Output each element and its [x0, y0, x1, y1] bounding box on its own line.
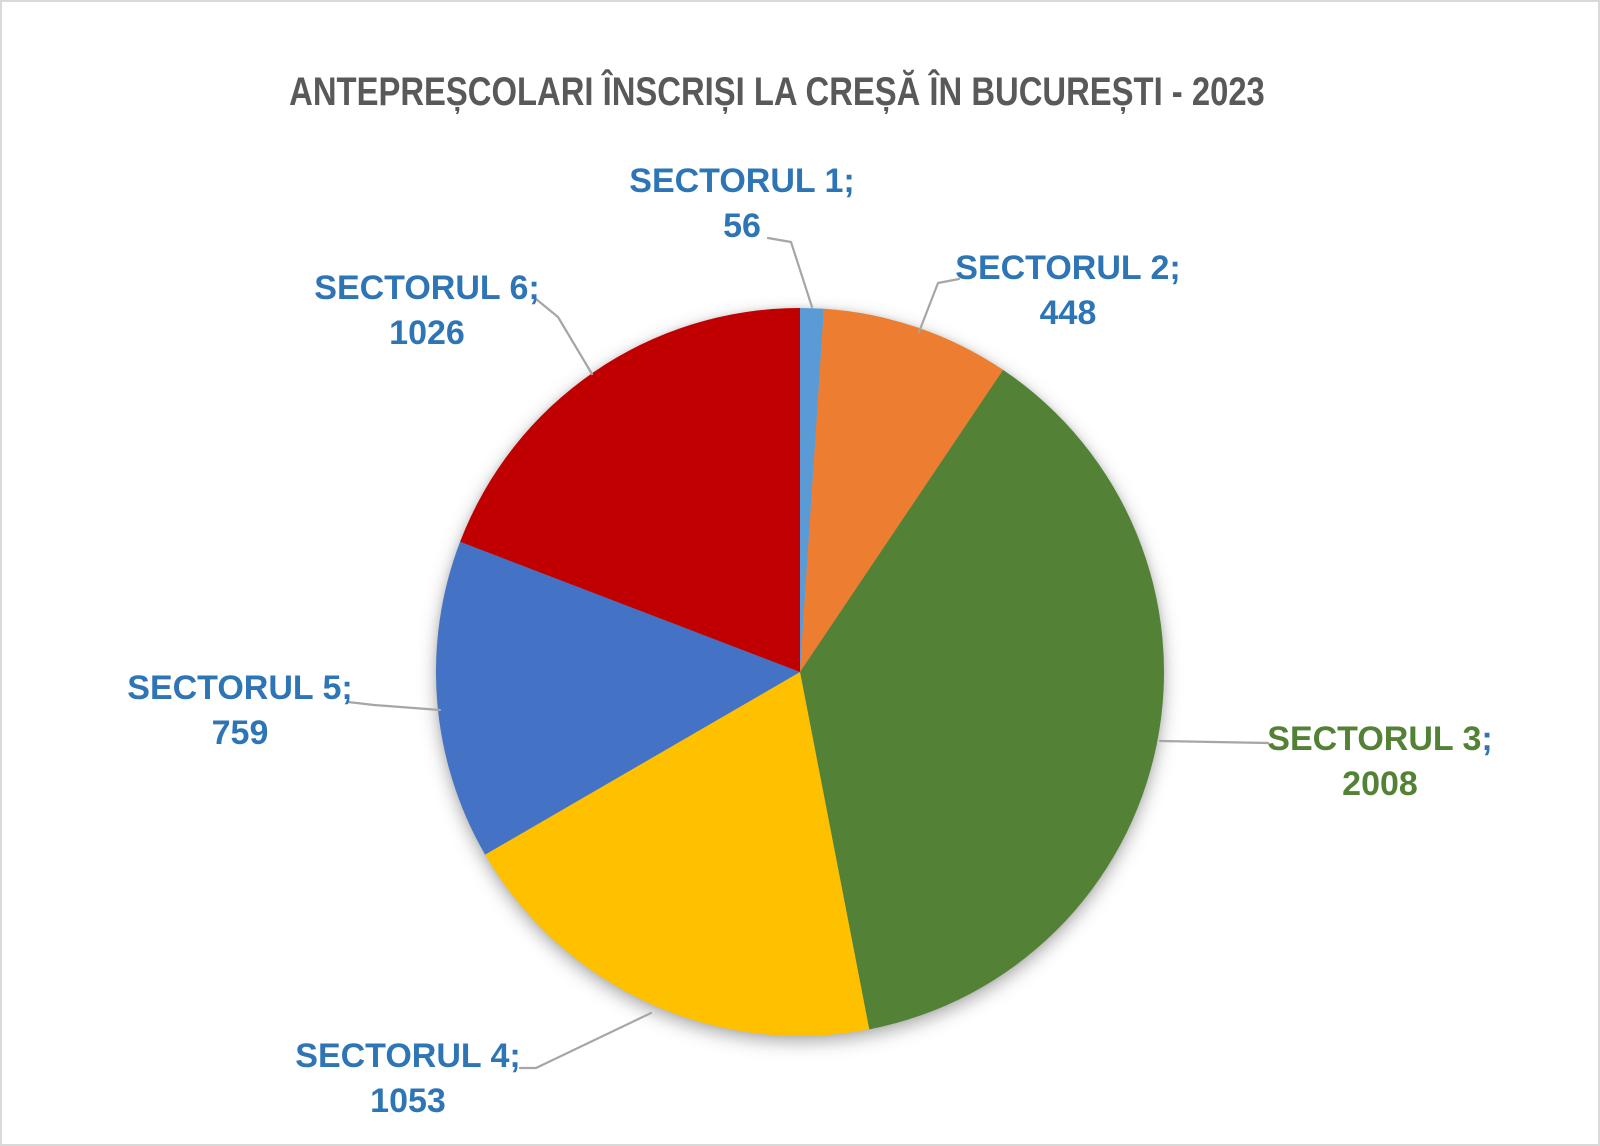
data-label-name: SECTORUL 3; — [1267, 720, 1493, 758]
label-separator: ; — [843, 162, 855, 200]
pie-slice-sectorul-2 — [800, 308, 1004, 672]
label-separator: ; — [509, 1037, 521, 1075]
leader-line-sectorul-1 — [766, 236, 814, 309]
data-label-sectorul-5: SECTORUL 5; 759 — [60, 666, 420, 756]
leader-line-sectorul-6 — [534, 297, 594, 376]
data-label-value: 2008 — [1342, 765, 1418, 803]
label-separator: ; — [528, 269, 540, 307]
data-label-name: SECTORUL 5; — [127, 669, 353, 707]
data-label-name: SECTORUL 1; — [629, 162, 855, 200]
data-label-name: SECTORUL 2; — [955, 249, 1181, 287]
leader-line-sectorul-3 — [1158, 739, 1270, 745]
pie-slice-sectorul-5 — [436, 541, 800, 855]
pie-slice-sectorul-3 — [800, 369, 1164, 1030]
data-label-value: 1053 — [370, 1082, 446, 1120]
data-label-sectorul-6: SECTORUL 6; 1026 — [247, 266, 607, 356]
data-label-value: 759 — [211, 714, 269, 752]
data-label-sectorul-3: SECTORUL 3; 2008 — [1200, 717, 1560, 807]
data-label-sectorul-1: SECTORUL 1; 56 — [562, 159, 922, 249]
data-label-sectorul-4: SECTORUL 4; 1053 — [228, 1034, 588, 1124]
label-separator: ; — [1481, 720, 1493, 758]
data-label-value: 56 — [723, 207, 761, 245]
data-label-value: 1026 — [389, 314, 465, 352]
label-separator: ; — [1169, 249, 1181, 287]
pie-slices-group — [436, 308, 1164, 1037]
data-label-name: SECTORUL 4; — [295, 1037, 521, 1075]
data-label-value: 448 — [1039, 294, 1097, 332]
data-label-sectorul-2: SECTORUL 2; 448 — [888, 246, 1248, 336]
label-separator: ; — [341, 669, 353, 707]
chart-title: ANTEPREȘCOLARI ÎNSCRIȘI LA CREȘĂ ÎN BUCU… — [289, 70, 1265, 114]
data-label-name: SECTORUL 6; — [314, 269, 540, 307]
pie-slice-sectorul-4 — [485, 672, 870, 1037]
pie-slice-sectorul-6 — [460, 308, 800, 672]
leader-line-sectorul-2 — [917, 277, 961, 334]
pie-slice-sectorul-1 — [800, 308, 824, 672]
leader-line-sectorul-5 — [346, 700, 442, 712]
leader-line-sectorul-4 — [518, 1011, 653, 1070]
